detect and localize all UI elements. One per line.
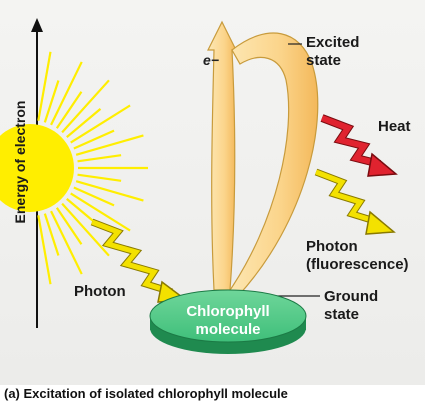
molecule-line-1: Chlorophyll [186,303,270,320]
sun-ray [77,173,122,182]
sun-ray [75,134,144,156]
molecule-line-2: molecule [195,321,261,338]
sun-ray [43,80,60,123]
absorbed-photon-label: Photon [74,283,126,300]
excited-state-line-1: Excited [306,34,360,51]
excitation-arrow [207,20,319,297]
sun-ray [70,104,131,144]
sun-ray [55,207,83,245]
sun-ray [66,108,102,138]
molecule-label: Chlorophyll molecule [168,303,288,339]
sun-ray [37,51,52,121]
ground-state-line-2: state [324,306,360,323]
energy-axis-label: Energy of electron [12,100,28,224]
sun-ray [73,186,115,207]
chlorophyll-molecule-disk [149,289,307,354]
ground-state-label: Ground state [324,288,378,324]
diagram-graphics [0,18,398,354]
sun-ray [73,129,115,150]
fluorescence-line-1: Photon [306,238,358,255]
sun-ray [77,154,122,163]
sun-ray [50,210,83,275]
fluorescence-photon-label: Photon (fluorescence) [306,238,409,274]
sun-ray [61,79,110,134]
sun-ray [43,213,60,256]
excited-state-line-2: state [306,52,342,69]
electron-symbol: e− [203,52,219,68]
sun-ray [75,180,144,202]
excited-state-label: Excited state [306,34,359,70]
heat-label: Heat [378,118,411,135]
sun-ray [61,202,110,257]
sun-ray [70,192,131,232]
ground-state-line-1: Ground [324,288,379,305]
sun-ray [55,91,83,129]
figure-caption: (a) Excitation of isolated chlorophyll m… [4,386,288,401]
fluorescence-line-2: (fluorescence) [306,256,409,273]
heat-arrow [320,114,398,177]
sun-ray [50,61,83,126]
fluorescence-photon-arrow [314,168,396,235]
sun-disk [0,124,74,212]
sun-ray [37,215,52,285]
sun-icon [0,51,148,285]
